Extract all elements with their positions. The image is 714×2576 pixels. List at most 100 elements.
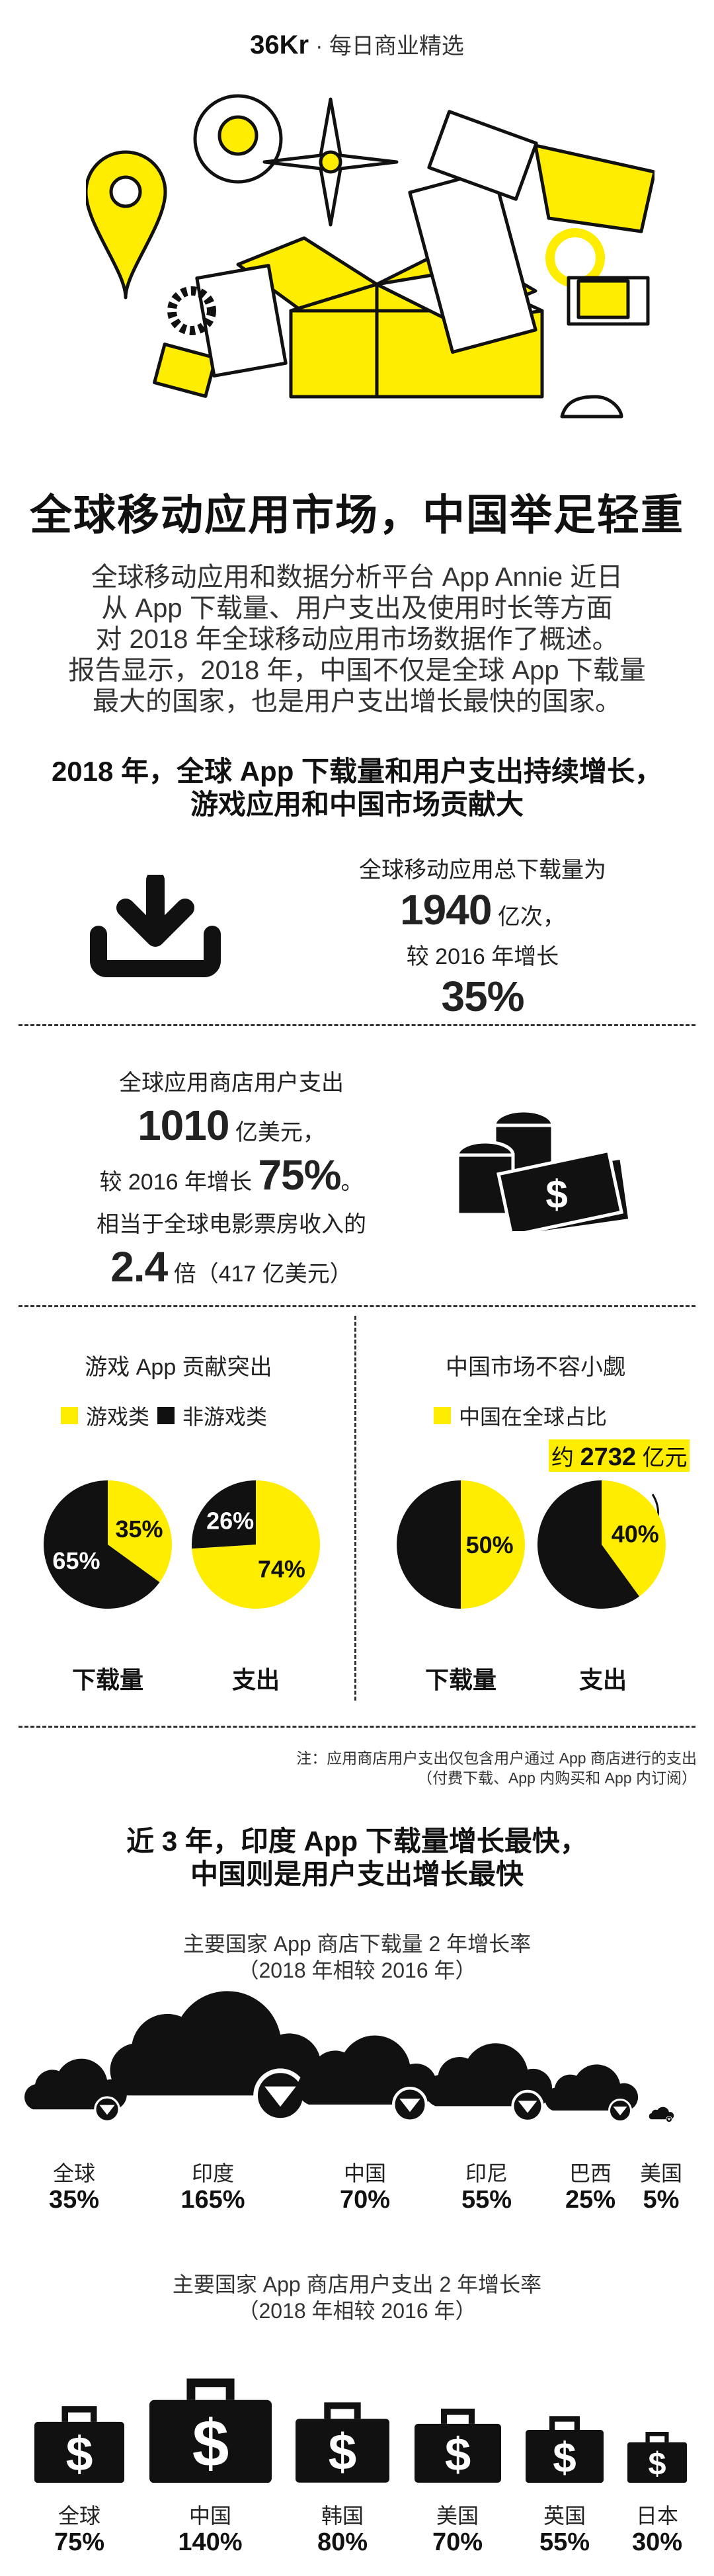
spending-multiple: 2.4 [110, 1243, 168, 1291]
vertical-divider [354, 1316, 356, 1701]
note-line: 注：应用商店用户支出仅包含用户通过 App 商店进行的支出 [296, 1750, 697, 1767]
logo: 36Kr [250, 30, 309, 60]
pie-value-label: 35% [116, 1515, 163, 1543]
pie-label: 下载量 [424, 1666, 496, 1693]
intro-paragraph: 全球移动应用和数据分析平台 App Annie 近日 从 App 下载量、用户支… [0, 562, 714, 717]
country-label: 中国 [343, 2161, 386, 2185]
tagline: · 每日商业精选 [315, 34, 464, 59]
intro-line: 对 2018 年全球移动应用市场数据作了概述。 [95, 625, 619, 654]
growth-value: 25% [565, 2186, 616, 2214]
briefcase-dollar-icon: $ [296, 2402, 389, 2483]
growth-value: 55% [461, 2186, 512, 2214]
section1-heading: 2018 年，全球 App 下载量和用户支出持续增长， 游戏应用和中国市场贡献大 [0, 755, 714, 821]
country-label: 印尼 [465, 2161, 508, 2185]
spending-growth-pictograph: $ 全球 75% $ 中国 140% $ 韩国 80% $ 美国 70% $ 英国 55% $ 日本 30% [0, 2360, 714, 2572]
callout-prefix: 约 [551, 1445, 574, 1470]
intro-line: 报告显示，2018 年，中国不仅是全球 App 下载量 [68, 656, 646, 685]
downloads-value: 1940 [400, 886, 492, 934]
stat-line: 较 2016 年增长 [406, 944, 559, 969]
pie-slice [397, 1480, 461, 1609]
country-label: 中国 [188, 2504, 231, 2528]
subtitle: 主要国家 App 商店用户支出 2 年增长率 [172, 2273, 542, 2296]
spending-value: 1010 [138, 1102, 229, 1149]
legend-label: 游戏类 [86, 1405, 150, 1429]
divider [19, 1726, 695, 1728]
stat-line: 全球应用商店用户支出 [119, 1070, 344, 1096]
punct: 。 [340, 1170, 364, 1195]
pie-slice [192, 1480, 256, 1549]
cloud-download-icon [424, 2043, 552, 2122]
section2-heading: 近 3 年，印度 App 下载量增长最快， 中国则是用户支出增长最快 [0, 1825, 714, 1891]
cloud-download-icon [649, 2107, 674, 2122]
country-label: 英国 [543, 2504, 586, 2528]
legend-label: 非游戏类 [182, 1405, 268, 1429]
country-label: 美国 [436, 2504, 479, 2528]
china-legend: 中国在全球占比 [434, 1400, 607, 1431]
pie-label: 支出 [231, 1666, 280, 1693]
subtitle: 主要国家 App 商店下载量 2 年增长率 [182, 1932, 532, 1956]
stat-unit: 亿美元， [235, 1120, 325, 1145]
callout-label: 约 2732 亿元 [549, 1439, 690, 1472]
legend-swatch-yellow [434, 1407, 451, 1424]
cloud-download-icon [545, 2064, 639, 2122]
pie-label: 下载量 [71, 1666, 143, 1693]
downloads-stat: 全球移动应用总下载量为 1940 亿次， 较 2016 年增长 35% [331, 850, 635, 1018]
svg-text:$: $ [329, 2425, 357, 2481]
intro-line: 从 App 下载量、用户支出及使用时长等方面 [101, 594, 613, 623]
country-label: 巴西 [569, 2161, 612, 2185]
briefcase-dollar-icon: $ [149, 2378, 272, 2483]
header: 36Kr · 每日商业精选 [0, 28, 714, 60]
china-section-title: 中国市场不容小觑 [446, 1355, 625, 1380]
stat-line: 相当于全球电影票房收入的 [97, 1212, 366, 1237]
growth-value: 55% [539, 2528, 590, 2556]
svg-text:$: $ [648, 2446, 666, 2481]
svg-text:$: $ [553, 2433, 576, 2481]
svg-text:$: $ [444, 2429, 470, 2481]
growth-value: 165% [180, 2186, 245, 2214]
cloud-download-icon [24, 2058, 127, 2122]
pie-value-label: 74% [258, 1556, 305, 1583]
games-section-title: 游戏 App 贡献突出 [85, 1355, 272, 1380]
pie-value-label: 40% [612, 1521, 659, 1548]
intro-line: 最大的国家，也是用户支出增长最快的国家。 [93, 687, 621, 716]
callout-value: 2732 [580, 1443, 636, 1471]
country-label: 印度 [191, 2161, 234, 2185]
hero-illustration [86, 94, 654, 419]
growth-value: 5% [643, 2186, 680, 2214]
pie-value-label: 26% [206, 1507, 254, 1534]
legend-swatch-yellow [61, 1407, 78, 1424]
dollar-sign-icon: $ [545, 1172, 567, 1217]
spending-growth-title: 主要国家 App 商店用户支出 2 年增长率 （2018 年相较 2016 年） [0, 2271, 714, 2324]
pie-value-label: 50% [466, 1531, 514, 1558]
callout-unit: 亿元 [642, 1445, 688, 1470]
growth-value: 70% [339, 2186, 391, 2214]
country-label: 全球 [52, 2161, 95, 2185]
pie-slice [461, 1480, 525, 1609]
stat-line: 全球移动应用总下载量为 [359, 858, 606, 883]
pie-value-label: 65% [52, 1547, 100, 1574]
pie-slice [43, 1480, 160, 1609]
stat-line: 倍（417 亿美元） [173, 1262, 352, 1287]
stat-line: 较 2016 年增长 [99, 1170, 252, 1195]
growth-value: 80% [317, 2528, 368, 2556]
money-icon: $ [457, 1109, 632, 1231]
cloud-download-icon [110, 1991, 321, 2122]
heading-line: 近 3 年，印度 App 下载量增长最快， [126, 1826, 588, 1857]
growth-value: 70% [432, 2528, 483, 2556]
pie-charts: 35% 65% 74%26% 50% 40% [43, 1480, 666, 1609]
country-label: 韩国 [321, 2504, 364, 2528]
subtitle-note: （2018 年相较 2016 年） [237, 1958, 477, 1982]
footnote: 注：应用商店用户支出仅包含用户通过 App 商店进行的支出 （付费下载、App … [296, 1748, 697, 1788]
briefcase-dollar-icon: $ [414, 2408, 501, 2483]
intro-line: 全球移动应用和数据分析平台 App Annie 近日 [91, 563, 623, 592]
legend-label: 中国在全球占比 [459, 1405, 608, 1429]
svg-text:$: $ [192, 2407, 229, 2480]
divider [19, 1024, 695, 1026]
growth-value: 30% [631, 2528, 683, 2556]
stat-unit: 亿次， [497, 905, 565, 930]
spending-stat: 全球应用商店用户支出 1010 亿美元， 较 2016 年增长 75%。 相当于… [73, 1062, 390, 1295]
country-label: 日本 [635, 2504, 678, 2528]
pie-label: 支出 [578, 1666, 627, 1693]
pie-slice [108, 1480, 172, 1583]
heading-line: 2018 年，全球 App 下载量和用户支出持续增长， [51, 756, 663, 787]
